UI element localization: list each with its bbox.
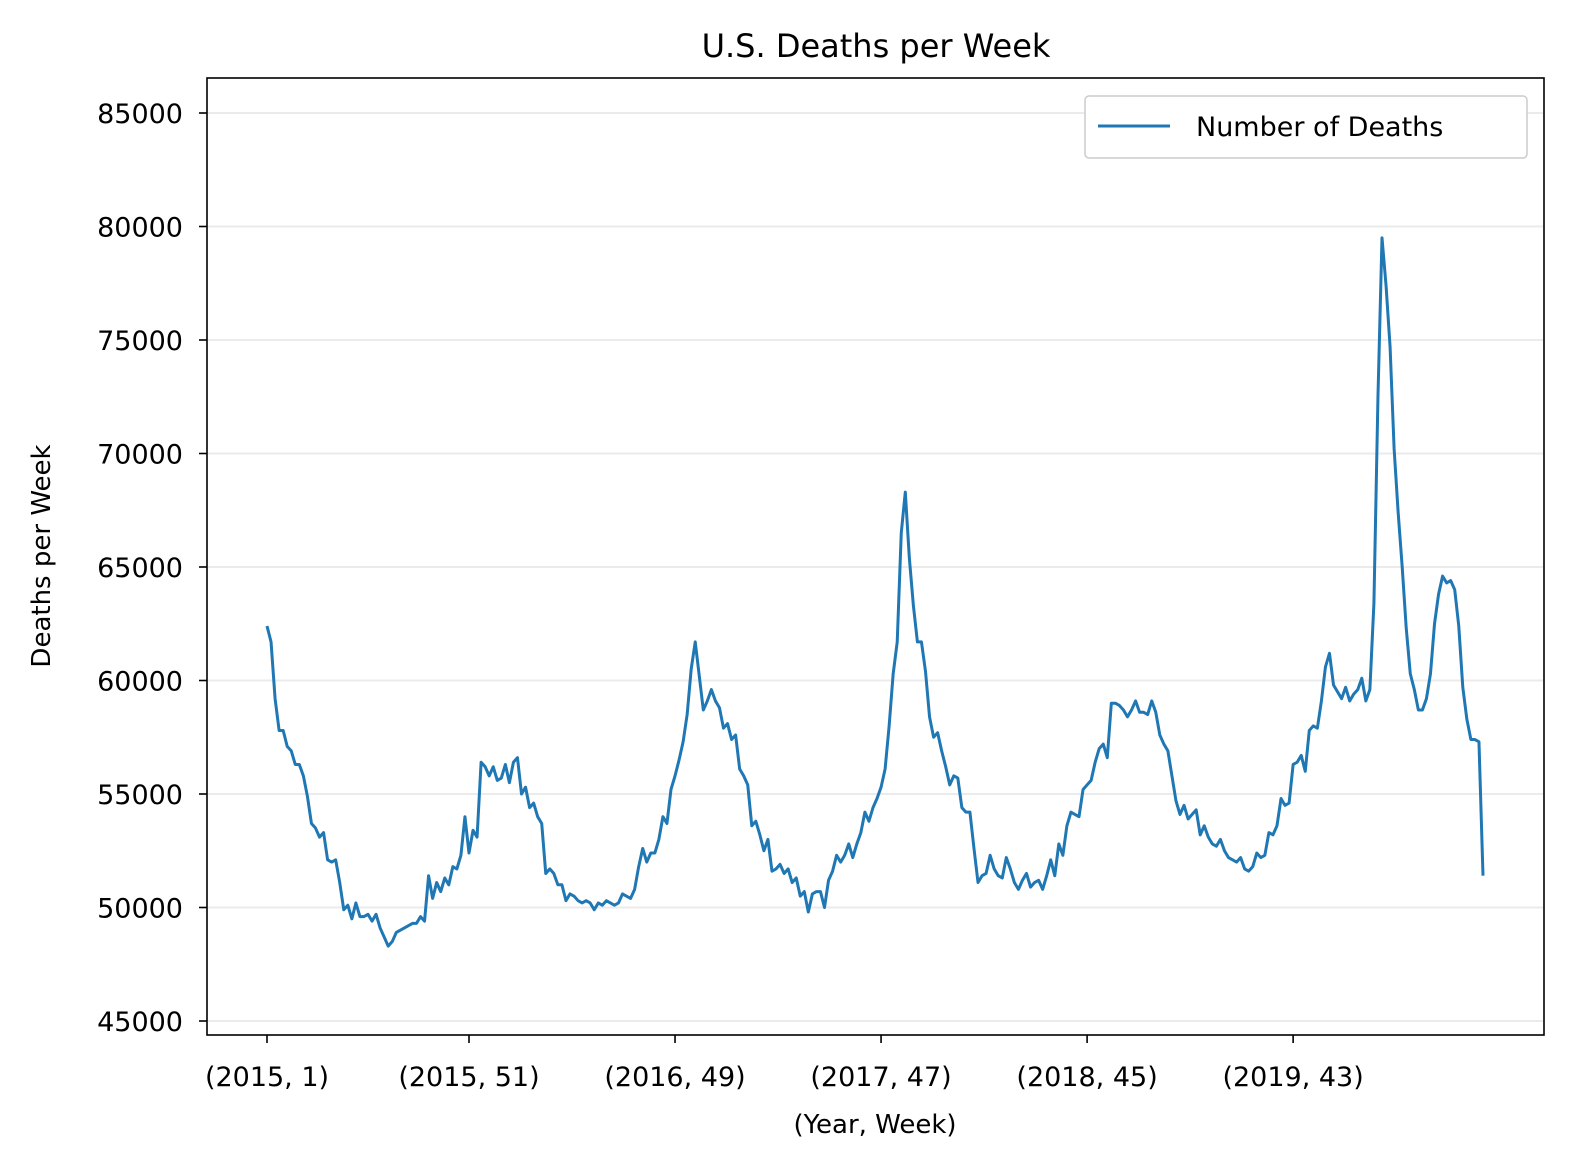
x-tick-label: (2019, 43): [1222, 1062, 1363, 1093]
x-axis-label: (Year, Week): [793, 1110, 956, 1140]
y-tick-label: 50000: [97, 894, 183, 925]
x-tick-label: (2015, 51): [398, 1062, 539, 1093]
y-axis-ticks: 45000 50000 55000 60000 65000 70000 75000 80000…: [97, 99, 207, 1038]
y-tick-label: 65000: [97, 553, 183, 584]
x-tick-label: (2016, 49): [604, 1062, 745, 1093]
y-tick-label: 75000: [97, 326, 183, 357]
y-tick-label: 80000: [97, 213, 183, 244]
x-tick-label: (2018, 45): [1016, 1062, 1157, 1093]
legend-label-number-of-deaths: Number of Deaths: [1196, 112, 1443, 143]
plot-area-frame: [206, 77, 1545, 1036]
y-tick-label: 60000: [97, 667, 183, 698]
y-tick-label: 70000: [97, 440, 183, 471]
y-tick-label: 55000: [97, 780, 183, 811]
chart-title: U.S. Deaths per Week: [702, 27, 1051, 65]
x-tick-label: (2017, 47): [810, 1062, 951, 1093]
legend: Number of Deaths: [1084, 95, 1528, 159]
legend-box: [1084, 95, 1528, 159]
y-axis-label: Deaths per Week: [27, 444, 57, 667]
x-axis-ticks: (2015, 1) (2015, 51) (2016, 49) (2017, 47) (…: [205, 1035, 1364, 1093]
x-tick-label: (2015, 1): [205, 1062, 329, 1093]
y-tick-label: 85000: [97, 99, 183, 130]
series-line-number-of-deaths: [265, 236, 1485, 948]
y-tick-label: 45000: [97, 1007, 183, 1038]
y-gridlines: [208, 112, 1543, 1022]
